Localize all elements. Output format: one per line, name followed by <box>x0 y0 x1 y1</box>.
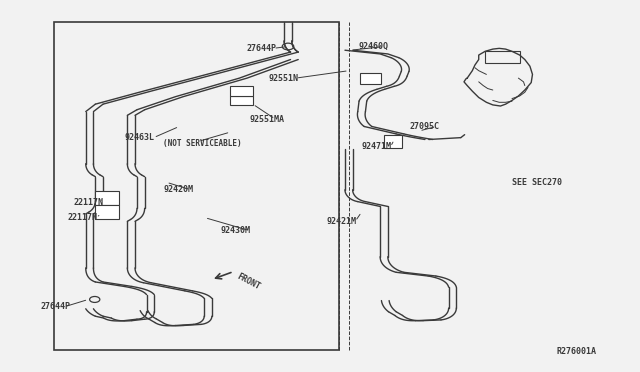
Text: 92460Q: 92460Q <box>358 42 388 51</box>
Text: 27644P: 27644P <box>40 302 70 311</box>
Bar <box>384 135 402 148</box>
Text: 22117N: 22117N <box>67 213 97 222</box>
Text: 92471M: 92471M <box>362 142 392 151</box>
Text: 92421M: 92421M <box>326 217 356 226</box>
Text: 92420M: 92420M <box>163 185 193 194</box>
Text: R276001A: R276001A <box>557 347 596 356</box>
Text: FRONT: FRONT <box>236 272 262 292</box>
Text: 22117N: 22117N <box>74 198 104 207</box>
Bar <box>485 51 520 63</box>
Bar <box>230 86 253 96</box>
Bar <box>230 96 253 105</box>
Text: 92430M: 92430M <box>221 226 251 235</box>
Text: 92463L: 92463L <box>125 133 155 142</box>
Bar <box>95 191 119 205</box>
Text: 92551MA: 92551MA <box>250 115 285 124</box>
Bar <box>360 73 381 84</box>
Text: 92551N: 92551N <box>269 74 299 83</box>
Text: SEE SEC270: SEE SEC270 <box>512 178 562 187</box>
Bar <box>95 205 119 219</box>
Text: 27095C: 27095C <box>410 122 440 131</box>
Text: (NOT SERVICEABLE): (NOT SERVICEABLE) <box>163 139 242 148</box>
Bar <box>54 22 339 350</box>
Text: 27644P: 27644P <box>246 44 276 53</box>
